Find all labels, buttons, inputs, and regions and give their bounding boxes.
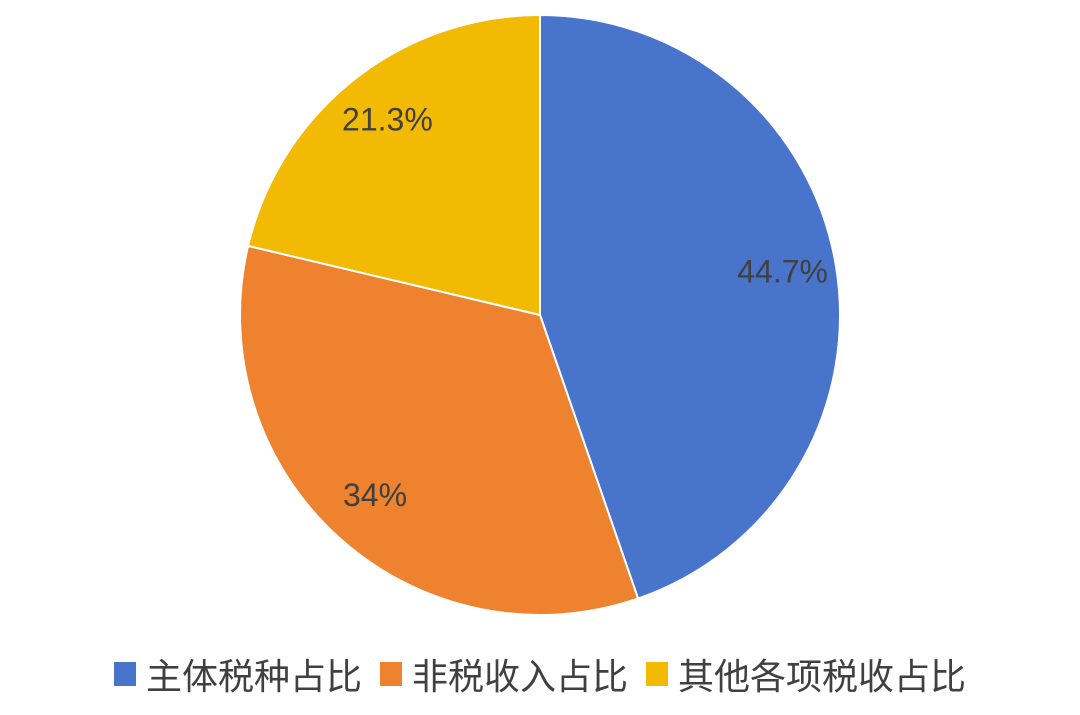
pie-slice [246,13,541,317]
legend-label: 主体税种占比 [145,656,362,697]
pie-slice [539,13,841,600]
data-label: 21.3% [342,102,433,138]
pie-chart: 44.7% 34% 21.3% [239,13,841,616]
legend-item-main-tax: 主体税种占比 [113,648,362,700]
legend-label: 其他各项税收占比 [678,656,967,697]
legend: 主体税种占比 非税收入占比 其他各项税收占比 [0,648,1080,700]
pie-slice [239,244,640,616]
legend-swatch [379,662,402,686]
legend-swatch [646,662,668,686]
legend-item-non-tax: 非税收入占比 [379,648,628,700]
data-label: 34% [343,477,407,513]
data-label: 44.7% [737,254,828,290]
legend-swatch [113,662,136,686]
legend-label: 非税收入占比 [411,656,628,697]
legend-item-other-tax: 其他各项税收占比 [646,648,966,700]
